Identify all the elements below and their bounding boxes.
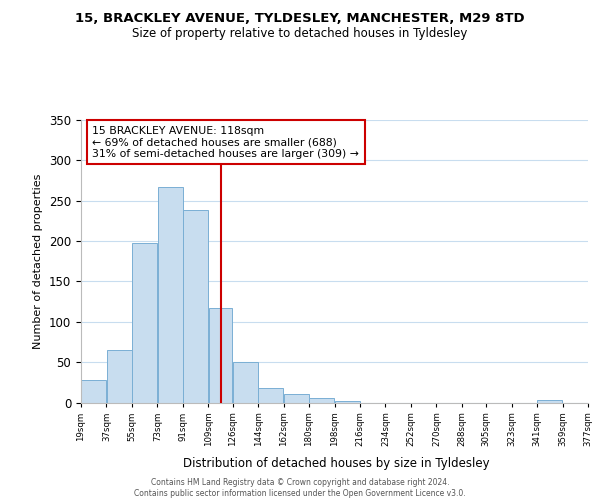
Text: Distribution of detached houses by size in Tyldesley: Distribution of detached houses by size … xyxy=(182,458,490,470)
Bar xyxy=(209,308,232,402)
Text: Contains HM Land Registry data © Crown copyright and database right 2024.
Contai: Contains HM Land Registry data © Crown c… xyxy=(134,478,466,498)
Bar xyxy=(183,210,208,402)
Bar xyxy=(537,400,562,402)
Bar xyxy=(81,380,106,402)
Bar xyxy=(335,401,360,402)
Bar xyxy=(309,398,334,402)
Bar xyxy=(132,244,157,402)
Text: Size of property relative to detached houses in Tyldesley: Size of property relative to detached ho… xyxy=(133,28,467,40)
Bar xyxy=(107,350,132,403)
Bar xyxy=(284,394,309,402)
Text: 15 BRACKLEY AVENUE: 118sqm
← 69% of detached houses are smaller (688)
31% of sem: 15 BRACKLEY AVENUE: 118sqm ← 69% of deta… xyxy=(92,126,359,159)
Bar xyxy=(233,362,258,403)
Text: 15, BRACKLEY AVENUE, TYLDESLEY, MANCHESTER, M29 8TD: 15, BRACKLEY AVENUE, TYLDESLEY, MANCHEST… xyxy=(75,12,525,26)
Bar xyxy=(258,388,283,402)
Bar xyxy=(158,187,183,402)
Y-axis label: Number of detached properties: Number of detached properties xyxy=(34,174,43,349)
